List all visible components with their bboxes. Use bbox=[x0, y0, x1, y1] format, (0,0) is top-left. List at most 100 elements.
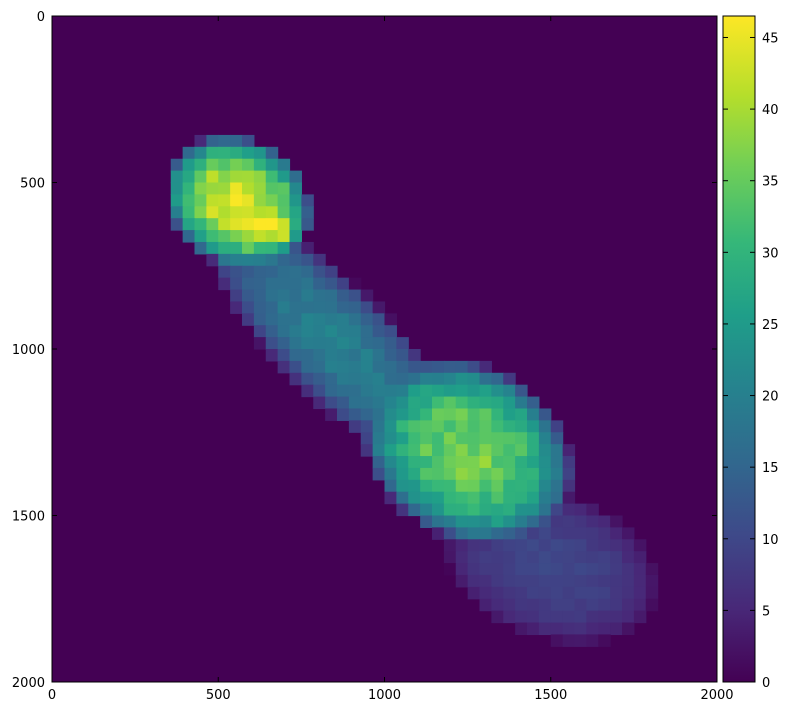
heatmap-cell bbox=[550, 527, 564, 540]
heatmap-cell bbox=[515, 420, 528, 433]
heatmap-cell bbox=[277, 241, 291, 255]
heatmap-cell bbox=[265, 301, 279, 314]
heatmap-cell bbox=[455, 432, 469, 445]
heatmap-cell bbox=[491, 456, 504, 469]
heatmap-cell bbox=[550, 420, 564, 433]
heatmap-cell bbox=[253, 218, 267, 231]
heatmap-cell bbox=[610, 586, 623, 600]
heatmap-cell bbox=[194, 182, 207, 195]
heatmap-cell bbox=[574, 503, 587, 517]
heatmap-cell bbox=[443, 539, 457, 552]
heatmap-cell bbox=[206, 170, 219, 184]
colorbar-tick-label: 35 bbox=[762, 175, 779, 190]
heatmap-cell bbox=[313, 313, 326, 326]
heatmap-cell bbox=[372, 420, 386, 433]
heatmap-cell bbox=[360, 360, 374, 374]
heatmap-cell bbox=[491, 372, 504, 386]
heatmap-cell bbox=[289, 289, 302, 303]
heatmap-cell bbox=[443, 432, 457, 445]
heatmap-cell bbox=[265, 289, 279, 303]
heatmap-cell bbox=[170, 218, 184, 231]
heatmap-cell bbox=[301, 384, 314, 398]
heatmap-cell bbox=[360, 432, 374, 445]
heatmap-cell bbox=[301, 360, 314, 374]
colorbar-tick-label: 45 bbox=[762, 31, 779, 46]
heatmap-cell bbox=[467, 360, 481, 374]
heatmap-cell bbox=[479, 598, 492, 612]
heatmap-cell bbox=[467, 408, 481, 421]
heatmap-cell bbox=[538, 456, 552, 469]
heatmap-cell bbox=[443, 515, 457, 528]
heatmap-cell bbox=[408, 467, 421, 481]
heatmap-cell bbox=[479, 420, 492, 433]
heatmap-cell bbox=[527, 503, 540, 517]
heatmap-cell bbox=[337, 289, 350, 303]
heatmap-cell bbox=[194, 241, 207, 255]
heatmap-cell bbox=[396, 432, 409, 445]
heatmap-cell bbox=[194, 194, 207, 207]
heatmap-cell bbox=[218, 277, 231, 291]
heatmap-cell bbox=[515, 539, 528, 552]
heatmap-cell bbox=[527, 622, 540, 636]
heatmap-cell bbox=[348, 313, 362, 326]
heatmap-cell bbox=[384, 349, 397, 362]
heatmap-cell bbox=[384, 491, 397, 505]
heatmap-cell bbox=[432, 527, 445, 540]
heatmap-cell bbox=[301, 206, 314, 219]
heatmap-cell bbox=[515, 551, 528, 564]
heatmap-cell bbox=[527, 479, 540, 493]
heatmap-cell bbox=[242, 146, 255, 160]
heatmap-cell bbox=[550, 515, 564, 528]
heatmap-cell bbox=[432, 444, 445, 457]
heatmap-cell bbox=[467, 539, 481, 552]
heatmap-cell bbox=[586, 515, 599, 528]
heatmap-cell bbox=[586, 622, 599, 636]
heatmap-cell bbox=[432, 503, 445, 517]
heatmap-cell bbox=[503, 527, 516, 540]
heatmap-cell bbox=[527, 598, 540, 612]
heatmap-cell bbox=[206, 230, 219, 243]
heatmap-cell bbox=[408, 349, 421, 362]
heatmap-cell bbox=[301, 349, 314, 362]
heatmap-cell bbox=[443, 467, 457, 481]
heatmap-cell bbox=[455, 408, 469, 421]
heatmap-cell bbox=[242, 301, 255, 314]
heatmap-cell bbox=[313, 289, 326, 303]
heatmap-cell bbox=[313, 360, 326, 374]
heatmap-cell bbox=[206, 253, 219, 267]
heatmap-cell bbox=[598, 563, 611, 576]
heatmap-cell bbox=[527, 456, 540, 469]
heatmap-cell bbox=[372, 444, 386, 457]
heatmap-cell bbox=[182, 206, 196, 219]
heatmap-cell bbox=[586, 539, 599, 552]
heatmap-cell bbox=[348, 337, 362, 350]
heatmap-cell bbox=[550, 432, 564, 445]
heatmap-cell bbox=[182, 170, 196, 184]
heatmap-cell bbox=[289, 277, 302, 291]
heatmap-cell bbox=[242, 218, 255, 231]
heatmap-cell bbox=[491, 610, 504, 624]
heatmap-cell bbox=[527, 408, 540, 421]
heatmap-cell bbox=[242, 158, 255, 172]
heatmap-cell bbox=[265, 158, 279, 172]
heatmap-cell bbox=[610, 574, 623, 588]
heatmap-cell bbox=[455, 372, 469, 386]
heatmap-cell bbox=[491, 384, 504, 398]
heatmap-cell bbox=[610, 539, 623, 552]
heatmap-cell bbox=[337, 372, 350, 386]
heatmap-cell bbox=[384, 372, 397, 386]
heatmap-cell bbox=[610, 622, 623, 636]
heatmap-cell bbox=[408, 491, 421, 505]
heatmap-cell bbox=[550, 444, 564, 457]
heatmap-cell bbox=[289, 241, 302, 255]
heatmap-cell bbox=[491, 563, 504, 576]
heatmap-cell bbox=[372, 349, 386, 362]
heatmap-cell bbox=[230, 206, 243, 219]
heatmap-cell bbox=[479, 491, 492, 505]
heatmap-cell bbox=[301, 337, 314, 350]
heatmap-cell bbox=[289, 194, 302, 207]
heatmap-cell bbox=[432, 420, 445, 433]
heatmap-cell bbox=[242, 134, 255, 148]
heatmap-cell bbox=[313, 372, 326, 386]
heatmap-cell bbox=[503, 479, 516, 493]
